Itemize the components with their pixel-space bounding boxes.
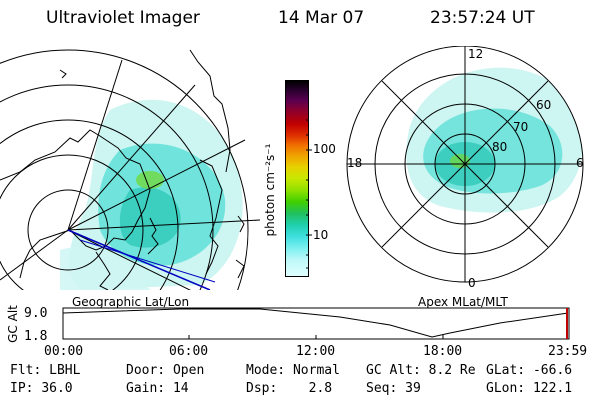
status-ip: IP: 36.0 (10, 381, 73, 396)
time-tick-0000: 00:00 (44, 344, 84, 359)
instrument-title: Ultraviolet Imager (46, 8, 200, 28)
geo-emission-region (60, 99, 243, 290)
mlat-label-70: 70 (513, 120, 529, 134)
colorbar-ticks (306, 119, 312, 269)
time-tick-0600: 06:00 (169, 344, 209, 359)
mlt-label-12: 12 (468, 47, 484, 61)
status-gain: Gain: 14 (126, 381, 189, 396)
time-tick-1200: 12:00 (296, 344, 336, 359)
status-glat: GLat: -66.6 (486, 363, 573, 378)
status-filter: Flt: LBHL (10, 363, 81, 378)
mlat-label-60: 60 (536, 98, 552, 112)
polar-panel-label: Apex MLat/MLT (418, 295, 508, 309)
status-gc-alt: GC Alt: 8.2 Re (366, 363, 476, 378)
mlt-label-18: 18 (347, 156, 363, 170)
geo-latitude-lines (0, 49, 249, 290)
status-dsp: Dsp: 2.8 (246, 381, 333, 396)
status-glon: GLon: 122.1 (486, 381, 573, 396)
status-mode: Mode: Normal (246, 363, 340, 378)
colorbar-tick-10: 10 (313, 228, 329, 242)
altitude-curve (62, 308, 569, 338)
satellite-track (67, 229, 216, 290)
altitude-plot (62, 307, 570, 340)
geo-coastlines (0, 49, 245, 290)
polar-mlat-mlt-panel (346, 46, 584, 283)
image-time: 23:57:24 UT (430, 8, 535, 28)
geo-longitude-lines (0, 59, 260, 290)
colorbar-tick-100: 100 (313, 142, 336, 156)
mlt-label-0: 0 (468, 276, 476, 290)
geo-panel-label: Geographic Lat/Lon (72, 295, 190, 309)
alt-tick-9: 9.0 (24, 306, 48, 321)
alt-tick-1-8: 1.8 (24, 329, 48, 344)
time-tick-1800: 18:00 (423, 344, 463, 359)
mlt-label-6: 6 (576, 156, 584, 170)
gc-alt-axis-label: GC Alt (5, 305, 20, 343)
image-date: 14 Mar 07 (278, 8, 365, 28)
intensity-colorbar (285, 80, 309, 277)
time-tick-2359: 23:59 (548, 344, 588, 359)
status-door: Door: Open (126, 363, 205, 378)
colorbar-unit-label: photon cm⁻²s⁻¹ (263, 143, 277, 237)
status-seq: Seq: 39 (366, 381, 421, 396)
polar-emission-region (406, 67, 583, 213)
polar-grid (346, 46, 584, 283)
mlat-label-80: 80 (492, 140, 508, 154)
geographic-map-panel (0, 49, 260, 290)
